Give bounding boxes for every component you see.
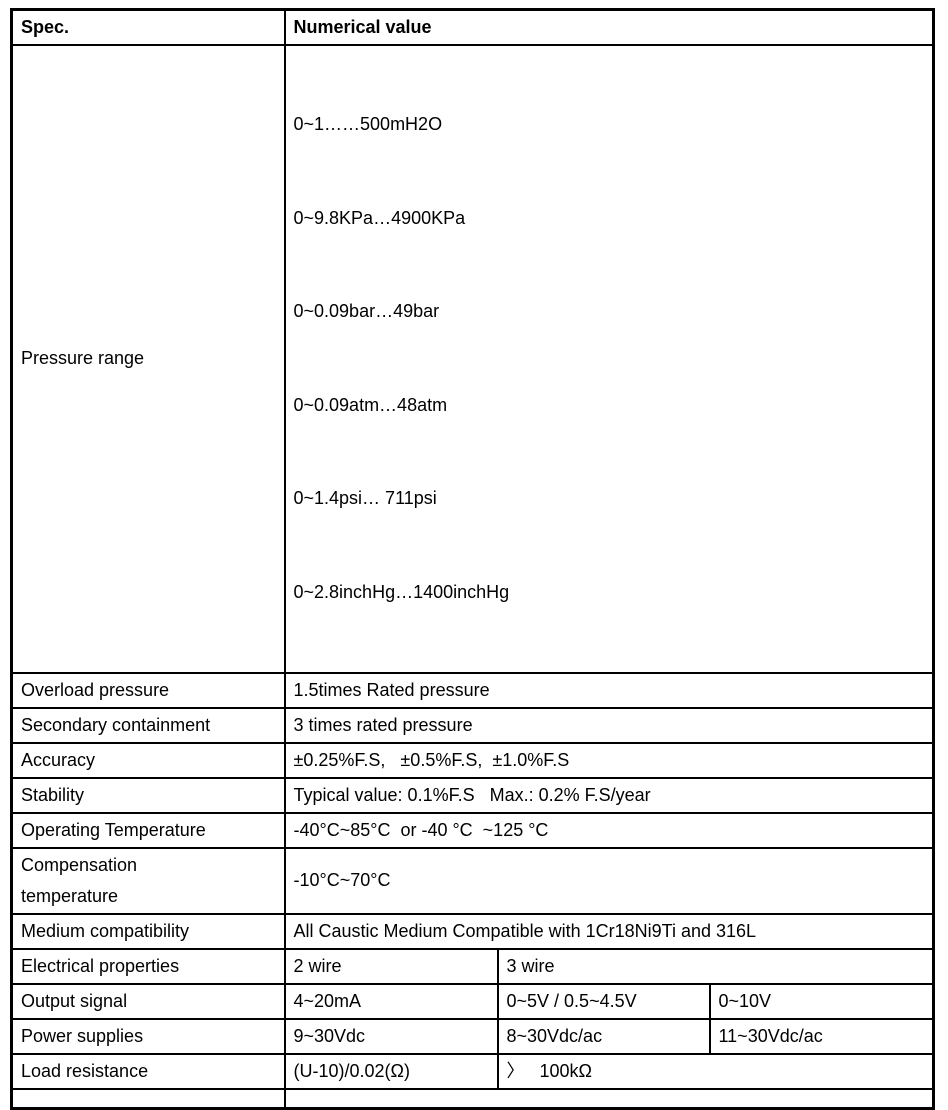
- row-label-stability: Stability: [10, 776, 286, 814]
- row-compensation-temperature: Compensation temperature -10°C~70°C: [10, 846, 935, 915]
- value-output-signal-3wire-b: 0~10V: [708, 982, 935, 1020]
- value-secondary-containment: 3 times rated pressure: [283, 706, 935, 744]
- row-stability: Stability Typical value: 0.1%F.S Max.: 0…: [10, 776, 935, 814]
- cutoff-cell-left: [10, 1087, 286, 1109]
- value-output-signal-3wire-a: 0~5V / 0.5~4.5V: [496, 982, 711, 1020]
- value-overload-pressure: 1.5times Rated pressure: [283, 671, 935, 709]
- value-electrical-3wire: 3 wire: [496, 947, 935, 985]
- row-accuracy: Accuracy ±0.25%F.S, ±0.5%F.S, ±1.0%F.S: [10, 741, 935, 779]
- row-label-output-signal: Output signal: [10, 982, 286, 1020]
- pressure-range-line: 0~0.09atm…48atm: [293, 394, 448, 415]
- value-load-resistance-3wire: 〉 100kΩ: [496, 1052, 935, 1090]
- row-secondary-containment: Secondary containment 3 times rated pres…: [10, 706, 935, 744]
- row-label-overload-pressure: Overload pressure: [10, 671, 286, 709]
- row-overload-pressure: Overload pressure 1.5times Rated pressur…: [10, 671, 935, 709]
- column-header-spec: Spec.: [10, 8, 286, 46]
- row-label-load-resistance: Load resistance: [10, 1052, 286, 1090]
- column-header-numerical-value: Numerical value: [283, 8, 935, 46]
- pressure-range-line: 0~0.09bar…49bar: [293, 301, 440, 322]
- row-label-pressure-range: Pressure range: [10, 44, 286, 674]
- pressure-range-line: 0~9.8KPa…4900KPa: [293, 207, 466, 228]
- pressure-range-line: 0~2.8inchHg…1400inchHg: [293, 581, 510, 602]
- row-medium-compatibility: Medium compatibility All Caustic Medium …: [10, 912, 935, 950]
- row-label-secondary-containment: Secondary containment: [10, 706, 286, 744]
- row-pressure-range: Pressure range 0~1……500mH2O 0~9.8KPa…490…: [10, 44, 935, 674]
- value-power-supplies-3wire-a: 8~30Vdc/ac: [496, 1017, 711, 1055]
- table-header-row: Spec. Numerical value: [10, 8, 935, 46]
- row-cutoff-stub: [10, 1087, 935, 1109]
- value-stability: Typical value: 0.1%F.S Max.: 0.2% F.S/ye…: [283, 776, 935, 814]
- row-operating-temperature: Operating Temperature -40°C~85°C or -40 …: [10, 811, 935, 849]
- value-operating-temperature: -40°C~85°C or -40 °C ~125 °C: [283, 811, 935, 849]
- value-electrical-2wire: 2 wire: [283, 947, 499, 985]
- row-load-resistance: Load resistance (U-10)/0.02(Ω) 〉 100kΩ: [10, 1052, 935, 1090]
- row-electrical-properties: Electrical properties 2 wire 3 wire: [10, 947, 935, 985]
- cutoff-cell-right: [283, 1087, 935, 1109]
- pressure-range-line: 0~1……500mH2O: [293, 114, 443, 134]
- value-compensation-temperature: -10°C~70°C: [283, 846, 935, 915]
- value-load-resistance-2wire: (U-10)/0.02(Ω): [283, 1052, 499, 1090]
- row-label-compensation-temperature: Compensation temperature: [10, 846, 286, 915]
- row-label-operating-temperature: Operating Temperature: [10, 811, 286, 849]
- row-label-power-supplies: Power supplies: [10, 1017, 286, 1055]
- value-accuracy: ±0.25%F.S, ±0.5%F.S, ±1.0%F.S: [283, 741, 935, 779]
- value-power-supplies-2wire: 9~30Vdc: [283, 1017, 499, 1055]
- pressure-range-line: 0~1.4psi… 711psi: [293, 488, 437, 509]
- row-power-supplies: Power supplies 9~30Vdc 8~30Vdc/ac 11~30V…: [10, 1017, 935, 1055]
- value-power-supplies-3wire-b: 11~30Vdc/ac: [708, 1017, 935, 1055]
- row-label-electrical-properties: Electrical properties: [10, 947, 286, 985]
- value-output-signal-2wire: 4~20mA: [283, 982, 499, 1020]
- row-label-medium-compatibility: Medium compatibility: [10, 912, 286, 950]
- spec-table: Spec. Numerical value Pressure range 0~1…: [10, 8, 936, 1110]
- row-label-accuracy: Accuracy: [10, 741, 286, 779]
- row-output-signal: Output signal 4~20mA 0~5V / 0.5~4.5V 0~1…: [10, 982, 935, 1020]
- value-medium-compatibility: All Caustic Medium Compatible with 1Cr18…: [283, 912, 935, 950]
- pressure-range-values-cell: 0~1……500mH2O 0~9.8KPa…4900KPa 0~0.09bar……: [283, 44, 935, 674]
